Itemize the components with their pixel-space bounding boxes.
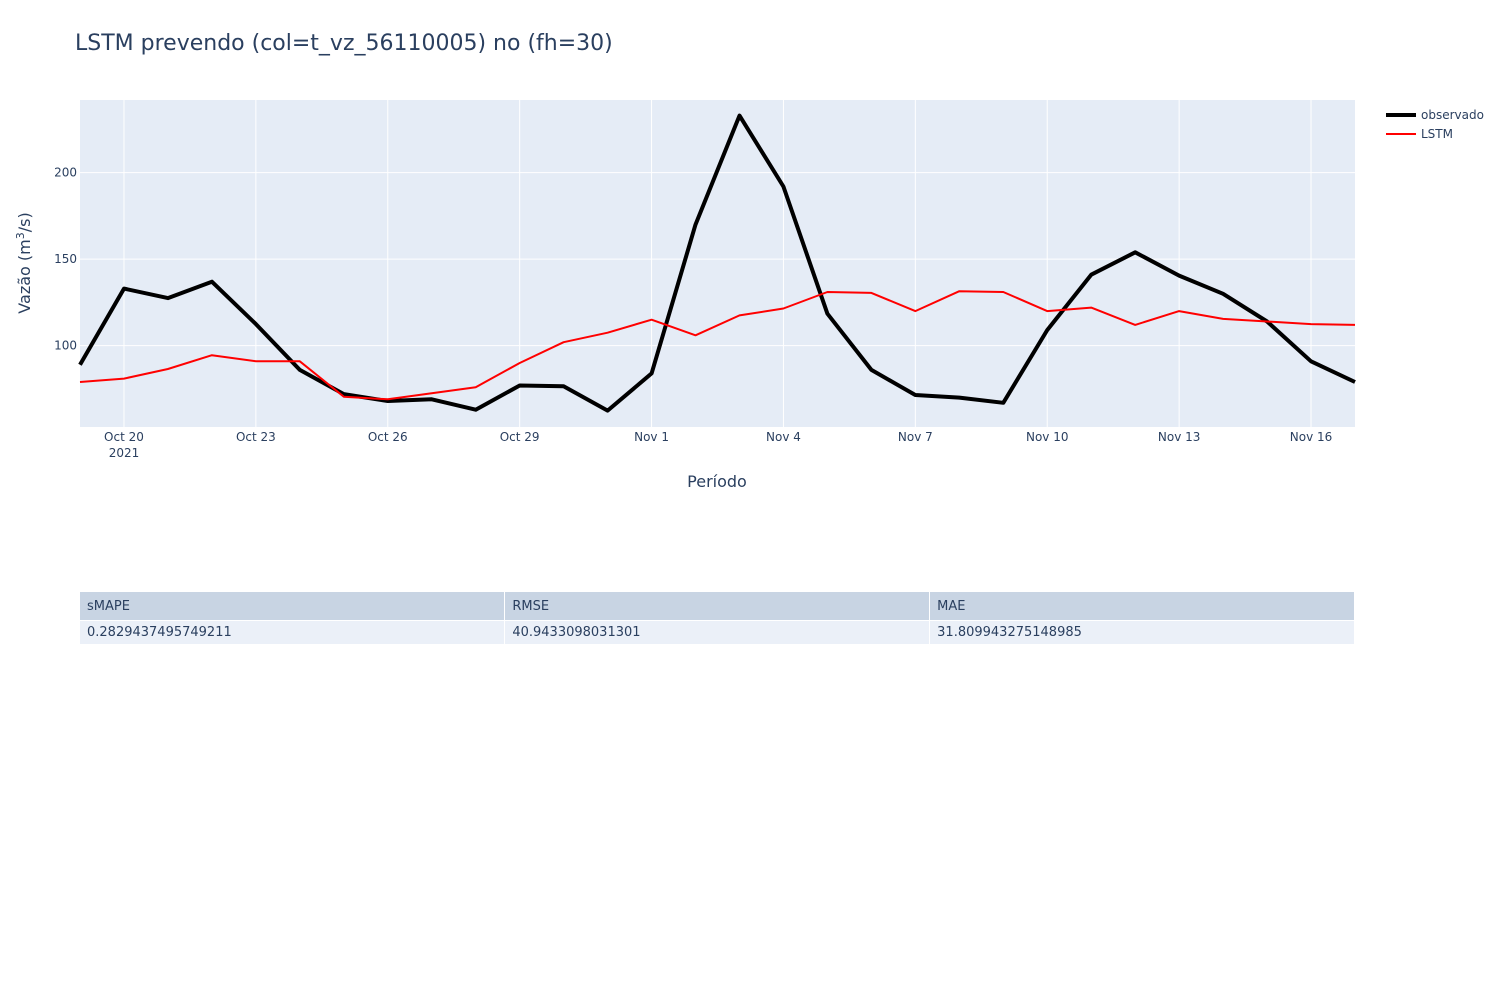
y-axis-title: Vazão (m3/s): [14, 212, 34, 313]
chart-title: LSTM prevendo (col=t_vz_56110005) no (fh…: [75, 31, 613, 56]
x-axis: Oct 20 2021 Oct 23 Oct 26 Oct 29 Nov 1 Nov 4 No…: [104, 430, 1332, 460]
value-rmse: 40.9433098031301: [504, 620, 931, 644]
x-tick-label: Oct 29: [500, 430, 540, 444]
y-tick-label: 200: [54, 166, 77, 180]
x-tick-label: Oct 23: [236, 430, 276, 444]
x-tick-label: Nov 7: [898, 430, 933, 444]
header-smape: sMAPE: [80, 592, 506, 621]
header-mae: MAE: [929, 592, 1355, 621]
series-layer: [78, 113, 1356, 413]
x-tick-label: Nov 10: [1026, 430, 1069, 444]
x-tick-label: Oct 26: [368, 430, 408, 444]
legend-label-lstm: LSTM: [1421, 127, 1453, 141]
x-tick-label: Nov 13: [1158, 430, 1201, 444]
x-tick-label: Nov 1: [634, 430, 669, 444]
x-tick-sublabel: 2021: [109, 446, 140, 460]
metrics-table: sMAPE RMSE MAE 0.2829437495749211 40.943…: [80, 592, 1355, 644]
x-axis-title: Período: [687, 472, 747, 491]
x-tick-label: Oct 20: [104, 430, 144, 444]
series-line-lstm: [79, 290, 1356, 401]
metrics-value-row: 0.2829437495749211 40.9433098031301 31.8…: [80, 620, 1355, 644]
x-tick-label: Nov 4: [766, 430, 801, 444]
header-rmse: RMSE: [504, 592, 931, 621]
legend: observado LSTM: [1386, 108, 1484, 141]
y-tick-label: 150: [54, 252, 77, 266]
y-axis: 100 150 200: [54, 166, 77, 353]
legend-label-observado: observado: [1421, 108, 1484, 122]
value-mae: 31.809943275148985: [929, 620, 1355, 644]
y-tick-label: 100: [54, 339, 77, 353]
metrics-header-row: sMAPE RMSE MAE: [80, 592, 1355, 621]
plot-area: [80, 100, 1355, 427]
value-smape: 0.2829437495749211: [80, 620, 506, 644]
x-tick-label: Nov 16: [1290, 430, 1333, 444]
